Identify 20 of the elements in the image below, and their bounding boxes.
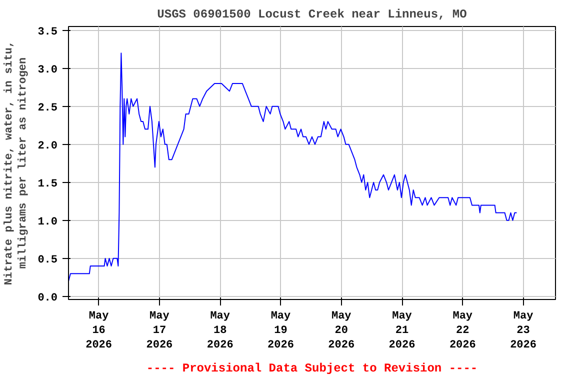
y-tick-label: 1.0 xyxy=(38,216,58,228)
chart-title: USGS 06901500 Locust Creek near Linneus, MO xyxy=(157,8,467,22)
y-tick-label: 2.5 xyxy=(38,102,58,114)
x-tick-label: May 19 2026 xyxy=(268,310,294,352)
x-tick-label: May 22 2026 xyxy=(449,310,476,352)
text: ---- Provisional Data Subject to Revision ---- xyxy=(146,362,478,376)
x-tick-label: May 23 2026 xyxy=(510,310,536,352)
y-tick-label: 1.5 xyxy=(38,178,58,190)
x-tick-label: May 17 2026 xyxy=(146,310,173,352)
y-tick-label: 3.5 xyxy=(38,26,58,38)
x-tick-label: May 16 2026 xyxy=(86,310,112,352)
x-tick-label: May 18 2026 xyxy=(206,310,234,352)
x-tick-label: May 21 2026 xyxy=(388,310,416,352)
x-tick-label: May 20 2026 xyxy=(328,310,355,352)
y-tick-label: 2.0 xyxy=(38,140,58,152)
y-axis-title: Nitrate plus nitrite, water, in situ, milligrams per liter as nitrogen xyxy=(3,40,30,286)
y-tick-label: 0.5 xyxy=(38,254,58,266)
line-series xyxy=(68,52,518,282)
y-tick-label: 3.0 xyxy=(38,64,58,76)
y-tick-label: 0.0 xyxy=(38,292,58,304)
